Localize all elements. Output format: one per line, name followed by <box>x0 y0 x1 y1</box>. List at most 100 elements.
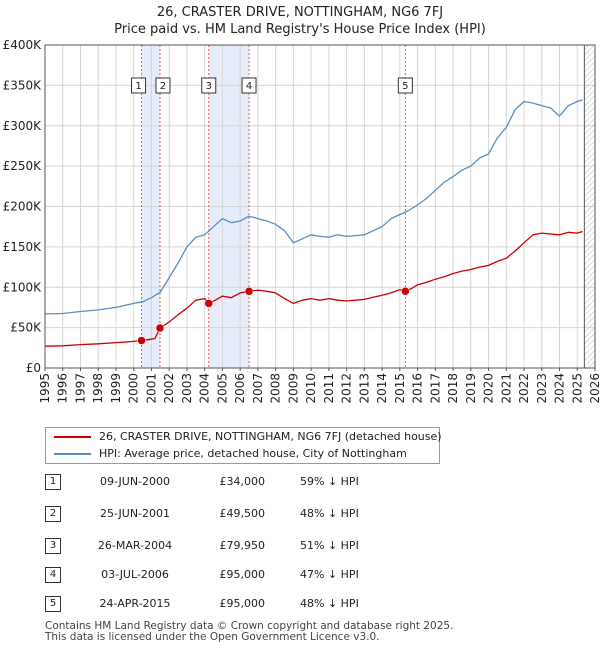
x-tick-label: 2025 <box>570 373 584 404</box>
row-date: 09-JUN-2000 <box>99 475 171 488</box>
x-tick-label: 1998 <box>91 373 105 404</box>
row-date: 25-JUN-2001 <box>99 507 171 520</box>
series-lines <box>45 99 583 347</box>
x-tick-label: 1995 <box>38 373 52 404</box>
forecast-hatch <box>583 45 595 368</box>
transaction-label-box <box>131 77 147 94</box>
x-tick-label: 2023 <box>535 373 549 404</box>
y-tick-label: £0 <box>26 361 41 375</box>
x-tick-label: 2018 <box>446 373 460 404</box>
legend-property-label: 26, CRASTER DRIVE, NOTTINGHAM, NG6 7FJ (… <box>99 430 442 443</box>
row-price: £79,950 <box>219 539 266 552</box>
x-tick-label: 2005 <box>215 373 229 404</box>
sale-points <box>137 287 410 345</box>
row-hpi-diff: 48% ↓ HPI <box>300 597 359 610</box>
row-price: £49,500 <box>219 507 266 520</box>
row-number-badge: 2 <box>45 506 61 522</box>
legend: 26, CRASTER DRIVE, NOTTINGHAM, NG6 7FJ (… <box>45 427 442 464</box>
row-date: 03-JUL-2006 <box>101 568 169 581</box>
y-tick-label: £200K <box>3 200 43 214</box>
x-tick-label: 2021 <box>499 373 513 404</box>
transaction-label-box <box>155 77 171 94</box>
sale-point <box>155 323 165 333</box>
x-tick-label: 2001 <box>144 373 158 404</box>
footer-line1: Contains HM Land Registry data © Crown c… <box>45 620 454 632</box>
legend-hpi-label: HPI: Average price, detached house, City… <box>99 447 407 460</box>
row-price: £95,000 <box>219 568 266 581</box>
sale-point <box>401 287 410 296</box>
table-row: 4 03-JUL-2006 £95,000 47% ↓ HPI <box>45 565 565 583</box>
x-tick-label: 1997 <box>73 373 87 404</box>
x-tick-label: 2026 <box>588 373 600 404</box>
legend-hpi-swatch <box>54 453 91 455</box>
row-hpi-diff: 59% ↓ HPI <box>300 475 359 488</box>
property-price-line <box>45 230 583 347</box>
chart-title-line2: Price paid vs. HM Land Registry's House … <box>114 22 486 37</box>
x-tick-label: 2008 <box>269 373 283 404</box>
row-hpi-diff: 48% ↓ HPI <box>300 507 359 520</box>
transaction-label-box <box>241 77 257 94</box>
y-tick-label: £300K <box>3 119 43 133</box>
x-tick-label: 2007 <box>251 373 265 404</box>
x-tick-label: 1999 <box>109 373 123 404</box>
x-tick-label: 2000 <box>127 373 141 404</box>
x-tick-label: 2009 <box>286 373 300 404</box>
table-row: 3 26-MAR-2004 £79,950 51% ↓ HPI <box>45 536 565 554</box>
x-tick-label: 2013 <box>357 373 371 404</box>
x-tick-label: 2022 <box>517 373 531 404</box>
x-tick-label: 2010 <box>304 373 318 404</box>
x-tick-label: 2020 <box>482 373 496 404</box>
transaction-label-box <box>201 77 217 94</box>
y-tick-label: £50K <box>10 321 42 335</box>
row-number-badge: 5 <box>45 596 61 612</box>
transaction-label: 2 <box>160 81 166 92</box>
axes: £0 £50K £100K £150K £200K £250K £300K £350K £400… <box>3 38 600 404</box>
x-tick-label: 1996 <box>56 373 70 404</box>
legend-property-swatch <box>54 436 91 438</box>
y-tick-label: £350K <box>3 78 43 92</box>
forecast-hatch-area <box>584 45 595 368</box>
row-price: £34,000 <box>219 475 266 488</box>
transaction-label: 4 <box>246 81 252 92</box>
table-row: 1 09-JUN-2000 £34,000 59% ↓ HPI <box>45 472 565 490</box>
transaction-markers <box>141 45 406 368</box>
chart-title-line1: 26, CRASTER DRIVE, NOTTINGHAM, NG6 7FJ <box>156 5 444 20</box>
sale-point <box>244 287 254 296</box>
row-hpi-diff: 51% ↓ HPI <box>300 539 359 552</box>
x-tick-label: 2024 <box>553 373 567 404</box>
sale-point <box>137 336 146 345</box>
chart-title: 26, CRASTER DRIVE, NOTTINGHAM, NG6 7FJ P… <box>0 4 600 38</box>
table-row: 5 24-APR-2015 £95,000 48% ↓ HPI <box>45 594 565 612</box>
y-tick-label: £150K <box>3 240 43 254</box>
transaction-label-box <box>397 77 413 94</box>
row-date: 26-MAR-2004 <box>97 539 173 552</box>
x-tick-label: 2019 <box>464 373 478 404</box>
table-row: 2 25-JUN-2001 £49,500 48% ↓ HPI <box>45 504 565 522</box>
footer-attribution: Contains HM Land Registry data © Crown c… <box>45 621 453 643</box>
transaction-label: 5 <box>402 81 408 92</box>
x-tick-label: 2003 <box>180 373 194 404</box>
y-tick-label: £250K <box>3 159 43 173</box>
row-date: 24-APR-2015 <box>99 597 171 610</box>
y-tick-label: £400K <box>3 38 43 52</box>
sale-point <box>204 299 214 308</box>
row-price: £95,000 <box>219 597 266 610</box>
row-number-badge: 4 <box>45 567 61 583</box>
y-tick-label: £100K <box>3 280 43 294</box>
x-tick-label: 2014 <box>375 373 389 404</box>
row-number-badge: 1 <box>45 474 61 490</box>
footer-line2: This data is licensed under the Open Gov… <box>45 631 380 643</box>
x-tick-label: 2015 <box>393 373 407 404</box>
x-tick-label: 2002 <box>162 373 176 404</box>
hpi-line <box>45 99 583 315</box>
price-chart: 1 2 3 4 5 £0 £50K £100K £150K £200K £250K £300K £35… <box>3 38 600 404</box>
x-tick-label: 2016 <box>411 373 425 404</box>
x-tick-label: 2004 <box>198 373 212 404</box>
x-tick-label: 2012 <box>340 373 354 404</box>
transaction-label: 3 <box>206 81 212 92</box>
x-tick-label: 2017 <box>428 373 442 404</box>
x-tick-label: 2006 <box>233 373 247 404</box>
row-hpi-diff: 47% ↓ HPI <box>300 568 359 581</box>
row-number-badge: 3 <box>45 538 61 554</box>
transaction-label: 1 <box>135 81 141 92</box>
